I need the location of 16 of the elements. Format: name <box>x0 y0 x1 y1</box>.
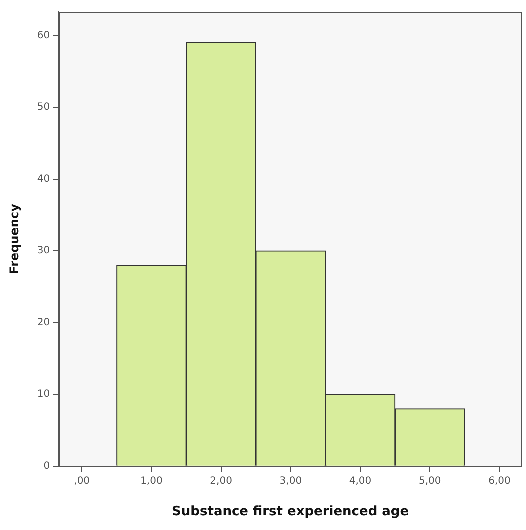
y-axis-title: Frequency <box>7 204 22 274</box>
y-tick-label: 20 <box>37 317 50 328</box>
x-tick-label: 5,00 <box>418 476 442 487</box>
y-tick-label: 40 <box>37 174 50 185</box>
x-tick-label: 2,00 <box>210 476 232 487</box>
y-tick-label: 10 <box>37 389 50 400</box>
x-tick-label: 1,00 <box>140 476 163 487</box>
x-tick-label: ,00 <box>74 476 90 487</box>
y-tick-label: 30 <box>37 246 50 257</box>
y-tick-label: 50 <box>37 102 50 114</box>
y-tick-label: 0 <box>44 460 50 472</box>
x-tick-label: 4,00 <box>349 476 372 487</box>
y-tick-label: 60 <box>37 30 50 42</box>
x-tick-label: 6,00 <box>488 476 511 487</box>
x-axis-title: Substance first experienced age <box>172 504 410 520</box>
x-tick-label: 3,00 <box>280 476 302 487</box>
